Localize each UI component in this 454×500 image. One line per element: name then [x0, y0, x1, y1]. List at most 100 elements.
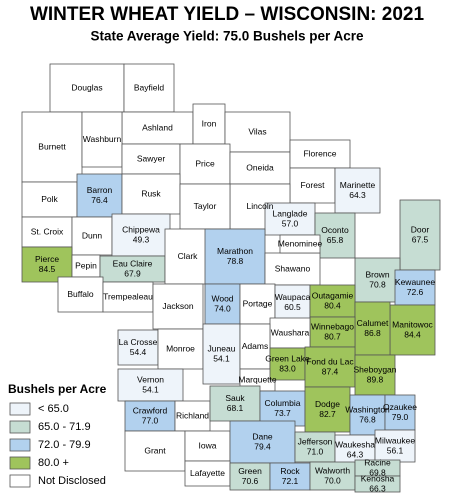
county-value: 72.6	[407, 287, 424, 297]
legend-swatch	[9, 456, 31, 470]
county-value: 67.9	[124, 268, 141, 278]
county-value: 77.0	[142, 415, 159, 425]
county-name: Iron	[202, 118, 217, 128]
county	[314, 212, 356, 259]
county	[334, 167, 381, 214]
county-name: Sawyer	[137, 153, 166, 163]
county-name: Monroe	[166, 343, 195, 353]
county	[204, 283, 241, 325]
county-name: Chippewa	[122, 224, 160, 234]
county-value: 64.3	[347, 449, 364, 459]
county-name: Lafayette	[190, 468, 225, 478]
county-name: Grant	[144, 445, 166, 455]
county-name: Price	[195, 158, 215, 168]
county-name: Jefferson	[298, 436, 333, 446]
county-value: 67.5	[412, 234, 429, 244]
county-value: 84.4	[404, 329, 421, 339]
county-value: 80.7	[324, 331, 341, 341]
county	[264, 202, 316, 236]
county-name: Clark	[178, 251, 199, 261]
county	[269, 462, 311, 491]
county	[121, 111, 194, 145]
county-name: Washington	[345, 404, 390, 414]
county-name: Burnett	[38, 141, 66, 151]
county-name: Ashland	[142, 122, 173, 132]
county-value: 86.8	[364, 328, 381, 338]
county-name: Adams	[242, 341, 268, 351]
county-name: Jackson	[162, 301, 193, 311]
county-value: 79.0	[392, 412, 409, 422]
county-value: 68.1	[227, 403, 244, 413]
legend-label: < 65.0	[38, 403, 69, 415]
county-value: 66.3	[369, 483, 386, 493]
county	[102, 281, 154, 313]
county-name: Green	[238, 466, 262, 476]
county-value: 54.4	[130, 347, 147, 357]
county-name: Fond du Lac	[306, 356, 354, 366]
county-name: Menominee	[278, 238, 323, 248]
county-name: Ozaukee	[383, 402, 417, 412]
county-name: Eau Claire	[113, 258, 153, 268]
county-name: Crawford	[133, 405, 168, 415]
county-name: Pepin	[75, 260, 97, 270]
county-name: Oneida	[246, 162, 274, 172]
county	[374, 429, 416, 463]
county-name: Vilas	[248, 126, 266, 136]
county-name: Waupaca	[275, 292, 311, 302]
county	[354, 354, 396, 396]
county	[269, 347, 306, 381]
county	[81, 111, 123, 168]
county	[117, 329, 159, 366]
county	[394, 269, 436, 306]
county	[309, 316, 356, 348]
county-name: Oconto	[321, 225, 349, 235]
county-name: Sheboygan	[353, 364, 396, 374]
county	[111, 213, 171, 257]
legend-label: 65.0 - 71.9	[38, 421, 91, 433]
county	[21, 216, 73, 248]
county-name: Polk	[41, 194, 58, 204]
county-name: Shawano	[275, 263, 311, 273]
county-value: 80.4	[324, 300, 341, 310]
county-name: Sauk	[225, 393, 245, 403]
county	[71, 216, 113, 256]
county-value: 76.8	[359, 414, 376, 424]
county	[229, 420, 296, 464]
county-name: Green Lake	[265, 353, 310, 363]
legend-label: Not Disclosed	[38, 475, 106, 487]
county-value: 60.5	[284, 302, 301, 312]
county-value: 56.1	[387, 445, 404, 455]
county-name: Dane	[252, 431, 273, 441]
county-name: Outagamie	[312, 290, 354, 300]
county-value: 89.8	[367, 374, 384, 384]
county	[349, 394, 386, 436]
county	[279, 234, 321, 254]
county	[354, 257, 401, 303]
county	[239, 283, 276, 325]
county	[289, 139, 351, 169]
county-name: Waukesha	[335, 439, 375, 449]
county	[21, 246, 73, 283]
county	[117, 368, 184, 402]
county-name: Taylor	[194, 201, 217, 211]
county-name: Richland	[176, 410, 209, 420]
legend-label: 72.0 - 79.9	[38, 439, 91, 451]
county-value: 87.4	[322, 366, 339, 376]
county	[294, 431, 336, 463]
county-value: 70.0	[324, 475, 341, 485]
county-name: Juneau	[208, 343, 236, 353]
county-name: Barron	[87, 185, 113, 195]
county-name: Lincoln	[247, 201, 274, 211]
county-value: 49.3	[133, 234, 150, 244]
county-value: 78.8	[227, 256, 244, 266]
county-value: 72.1	[282, 476, 299, 486]
county-name: Racine	[364, 457, 391, 467]
county-name: Portage	[243, 298, 273, 308]
county-value: 84.5	[39, 264, 56, 274]
county-name: Florence	[303, 148, 336, 158]
county	[21, 111, 83, 183]
county-name: Marquette	[238, 374, 277, 384]
county	[309, 461, 356, 491]
legend-swatch	[9, 474, 31, 488]
